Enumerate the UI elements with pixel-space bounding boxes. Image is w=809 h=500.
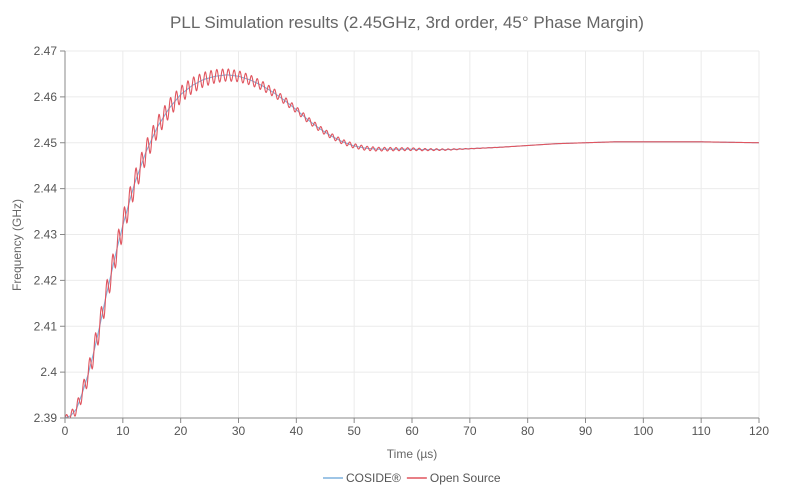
- series-line-open-source: [64, 68, 759, 419]
- x-tick-label: 110: [692, 424, 711, 438]
- axes: [60, 50, 760, 423]
- legend: COSIDE® Open Source: [323, 471, 501, 485]
- x-axis-label: Time (µs): [387, 447, 437, 461]
- y-tick-labels: 2.39 2.4 2.41 2.42 2.43 2.44 2.45 2.46 2.47: [34, 44, 58, 425]
- x-tick-labels: 0 10 20 30 40 50 60 70 80 90 100 110 120: [62, 424, 770, 438]
- legend-label: Open Source: [430, 471, 501, 485]
- x-tick-label: 40: [290, 424, 304, 438]
- x-tick-label: 70: [463, 424, 477, 438]
- y-tick-label: 2.42: [34, 273, 58, 287]
- x-tick-label: 10: [116, 424, 130, 438]
- x-tick-label: 80: [521, 424, 535, 438]
- x-tick-label: 0: [62, 424, 69, 438]
- x-tick-label: 120: [749, 424, 769, 438]
- chart-title: PLL Simulation results (2.45GHz, 3rd ord…: [170, 13, 644, 32]
- x-tick-label: 100: [633, 424, 653, 438]
- x-tick-label: 20: [174, 424, 188, 438]
- y-tick-label: 2.39: [34, 411, 58, 425]
- y-axis-label: Frequency (GHz): [10, 199, 24, 291]
- legend-label: COSIDE®: [346, 471, 401, 485]
- x-tick-label: 60: [405, 424, 419, 438]
- y-tick-label: 2.45: [34, 136, 58, 150]
- y-tick-label: 2.4: [40, 365, 57, 379]
- y-tick-label: 2.47: [34, 44, 58, 58]
- y-tick-label: 2.43: [34, 228, 58, 242]
- y-tick-label: 2.41: [34, 319, 58, 333]
- x-tick-label: 50: [347, 424, 361, 438]
- x-tick-label: 30: [232, 424, 246, 438]
- y-tick-label: 2.46: [34, 90, 58, 104]
- series-layer: [64, 68, 760, 419]
- y-tick-label: 2.44: [34, 182, 58, 196]
- x-tick-label: 90: [579, 424, 593, 438]
